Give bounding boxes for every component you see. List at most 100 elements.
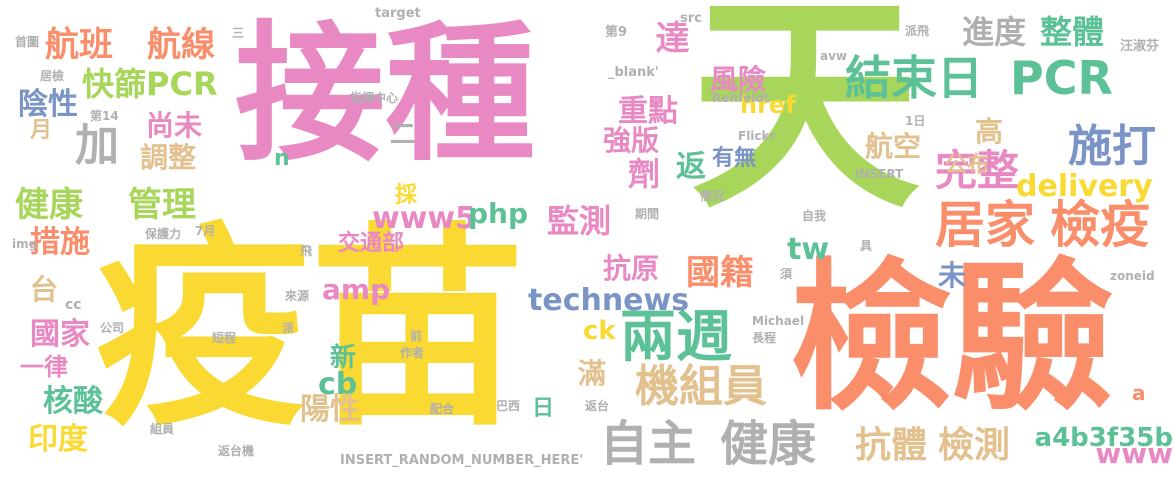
word-michael: Michael [752, 314, 805, 328]
word-作者: 作者 [400, 346, 425, 360]
word-尚未: 尚未 [146, 109, 203, 142]
word-返: 返 [670, 150, 705, 180]
word-健康: 健康 [15, 185, 83, 225]
word-加: 加 [75, 120, 119, 171]
word-劑: 劑 [628, 155, 661, 193]
word-檢測: 檢測 [938, 425, 1011, 466]
word-前: 前 [410, 329, 423, 343]
word-滿: 滿 [578, 357, 607, 390]
word-二: 二 [390, 120, 417, 150]
word-陽性: 陽性 [300, 392, 360, 427]
word-結束日: 結束日 [845, 51, 983, 105]
word-cb: cb [318, 367, 358, 402]
word-核酸: 核酸 [43, 384, 103, 419]
word-抗原: 抗原 [603, 252, 660, 285]
word-1日: 1日 [905, 114, 926, 128]
word-採: 採 [395, 183, 418, 208]
word-返台機: 返台機 [218, 444, 255, 458]
word-汪淑芬: 汪淑芬 [1120, 39, 1160, 54]
word-重點: 重點 [618, 94, 678, 129]
word-n: n [274, 146, 290, 171]
word-須: 須 [780, 267, 793, 281]
word-a: a [1132, 381, 1146, 405]
word-抗體: 抗體 [855, 425, 928, 466]
word-tw: tw [787, 232, 830, 267]
word-保護力: 保護力 [145, 227, 182, 241]
word-自主: 自主 [600, 416, 697, 472]
word-進度: 進度 [962, 13, 1027, 51]
word-航空: 航空 [865, 130, 922, 163]
word-派飛: 派飛 [905, 24, 930, 38]
word-a4b3f35b: a4b3f35b [1034, 423, 1173, 453]
word-www: www [1095, 437, 1173, 470]
word-疫苗: 疫苗 [95, 204, 525, 455]
word-src: src [680, 11, 702, 26]
word-具: 具 [860, 239, 873, 253]
word-派: 派 [282, 321, 295, 335]
word-rehfeldt: Rehfeldt [712, 91, 770, 105]
word-監測: 監測 [547, 202, 612, 240]
word-風險: 風險 [710, 63, 767, 96]
word-blank: _blank' [608, 65, 659, 80]
word-指揮中心: 指揮中心 [350, 91, 399, 105]
word-日: 日 [532, 396, 555, 421]
word-flickr: Flickr [738, 129, 776, 143]
word-三: 三 [232, 26, 245, 40]
word-technews: technews [528, 283, 690, 318]
word-公布: 公布 [945, 153, 990, 178]
word-未: 未 [938, 259, 967, 292]
word-措施: 措施 [30, 225, 90, 260]
word-zoneid: zoneid [1110, 269, 1155, 283]
word-第14: 第14 [90, 109, 119, 123]
word-來源: 來源 [285, 289, 310, 303]
word-www5: www5 [372, 201, 477, 236]
word-delivery: delivery [1016, 169, 1153, 204]
word-兩週: 兩週 [620, 305, 732, 370]
word-航線: 航線 [147, 25, 215, 65]
word-insert: INSERT [855, 167, 904, 181]
word-強版: 強版 [603, 124, 660, 157]
word-自我: 自我 [802, 209, 827, 223]
word-配合: 配合 [430, 402, 455, 416]
word-php: php [468, 197, 529, 230]
word-印度: 印度 [28, 422, 88, 457]
word-cc: cc [65, 297, 82, 313]
word-avw: avw [820, 49, 848, 63]
word-居家: 居家 [935, 196, 1035, 254]
word-公司: 公司 [100, 321, 125, 335]
word-高: 高 [975, 115, 1004, 148]
word-第9: 第9 [605, 25, 628, 40]
word-一律: 一律 [20, 353, 68, 381]
word-href: href [740, 91, 796, 119]
word-調整: 調整 [140, 141, 197, 174]
word-pcr: PCR [1010, 51, 1113, 105]
word-返台: 返台 [585, 399, 610, 413]
word-交通部: 交通部 [338, 231, 405, 256]
word-檢疫: 檢疫 [1050, 196, 1150, 254]
word-巴西: 巴西 [496, 399, 521, 413]
word-img: img [12, 237, 38, 251]
word-有無: 有無 [712, 146, 757, 171]
word-期間: 期間 [635, 207, 660, 221]
word-台: 台 [30, 273, 59, 306]
word-target: target [375, 6, 421, 21]
word-長程: 長程 [752, 331, 777, 345]
word-短程: 短程 [212, 331, 237, 345]
word-ck: ck [583, 316, 616, 346]
word-情況: 情況 [700, 189, 725, 203]
word-首圖: 首圖 [15, 35, 40, 49]
word-insert-random-number-here: INSERT_RANDOM_NUMBER_HERE' [340, 453, 584, 468]
word-健康: 健康 [720, 416, 817, 472]
word-管理: 管理 [128, 185, 196, 225]
word-組員: 組員 [150, 422, 175, 436]
word-天: 天 [690, 0, 921, 240]
word-快篩pcr: 快篩PCR [82, 65, 218, 103]
word-新: 新 [330, 343, 357, 373]
word-國家: 國家 [30, 317, 90, 352]
word-達: 達 [649, 20, 689, 54]
word-居檢: 居檢 [40, 69, 65, 83]
word-陰性: 陰性 [18, 87, 78, 122]
word-接種: 接種 [235, 8, 536, 182]
word-7月: 7月 [195, 224, 216, 238]
